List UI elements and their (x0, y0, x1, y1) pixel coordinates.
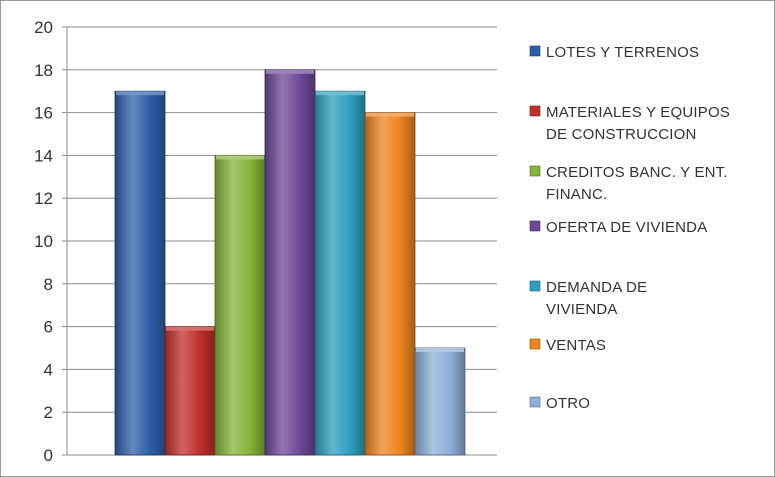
legend-label-oferta-de-vivienda: OFERTA DE VIVIENDA (546, 219, 707, 236)
bar-materiales-y-equipos-de-construccion (164, 326, 216, 456)
y-tick-label: 12 (34, 189, 53, 208)
y-tick-label: 10 (34, 232, 53, 251)
bar-lotes-y-terrenos (114, 90, 166, 456)
bar-cap-materiales-y-equipos-de-construccion (166, 326, 214, 331)
legend-swatch-otro (529, 396, 541, 408)
y-tick-label: 2 (44, 403, 53, 422)
bar-cap-oferta-de-vivienda (266, 69, 314, 74)
bar-oferta-de-vivienda (264, 69, 316, 456)
legend-label-creditos-banc-y-ent-financ: FINANC. (546, 186, 607, 203)
legend-label-creditos-banc-y-ent-financ: CREDITOS BANC. Y ENT. (546, 164, 728, 181)
bar-demanda-de-vivienda (314, 90, 366, 456)
legend-swatch-materiales-y-equipos-de-construccion (529, 105, 541, 117)
legend: LOTES Y TERRENOS MATERIALES Y EQUIPOS DE C… (529, 44, 730, 412)
legend-label-demanda-de-vivienda: VIVIENDA (546, 301, 618, 318)
y-tick-label: 20 (34, 18, 53, 37)
legend-swatch-demanda-de-vivienda (529, 280, 541, 292)
y-tick-label: 16 (34, 104, 53, 123)
legend-label-lotes-y-terrenos: LOTES Y TERRENOS (546, 44, 699, 61)
y-tick-label: 0 (44, 446, 53, 465)
y-axis: 0 2 4 6 8 10 12 14 16 18 20 (34, 18, 68, 465)
legend-swatch-oferta-de-vivienda (529, 220, 541, 232)
bars (114, 69, 466, 456)
legend-label-demanda-de-vivienda: DEMANDA DE (546, 279, 647, 296)
bar-creditos-banc-y-ent-financ (214, 154, 266, 456)
legend-label-materiales-y-equipos-de-construccion: MATERIALES Y EQUIPOS (546, 104, 730, 121)
bar-cap-lotes-y-terrenos (116, 91, 164, 96)
legend-label-materiales-y-equipos-de-construccion: DE CONSTRUCCION (546, 126, 697, 143)
legend-swatch-ventas (529, 338, 541, 350)
bar-cap-otro (416, 348, 464, 352)
y-tick-label: 4 (44, 360, 53, 379)
legend-label-otro: OTRO (546, 395, 590, 412)
y-tick-label: 18 (34, 61, 53, 80)
y-tick-label: 6 (44, 318, 53, 337)
legend-swatch-creditos-banc-y-ent-financ (529, 165, 541, 177)
legend-swatch-lotes-y-terrenos (529, 45, 541, 57)
bar-cap-demanda-de-vivienda (316, 91, 364, 96)
bar-ventas (364, 112, 416, 456)
bar-cap-creditos-banc-y-ent-financ (216, 155, 264, 160)
bar-cap-ventas (366, 112, 414, 117)
bar-otro (414, 347, 466, 456)
y-tick-label: 8 (44, 275, 53, 294)
y-tick-label: 14 (34, 146, 53, 165)
legend-label-ventas: VENTAS (546, 337, 606, 354)
